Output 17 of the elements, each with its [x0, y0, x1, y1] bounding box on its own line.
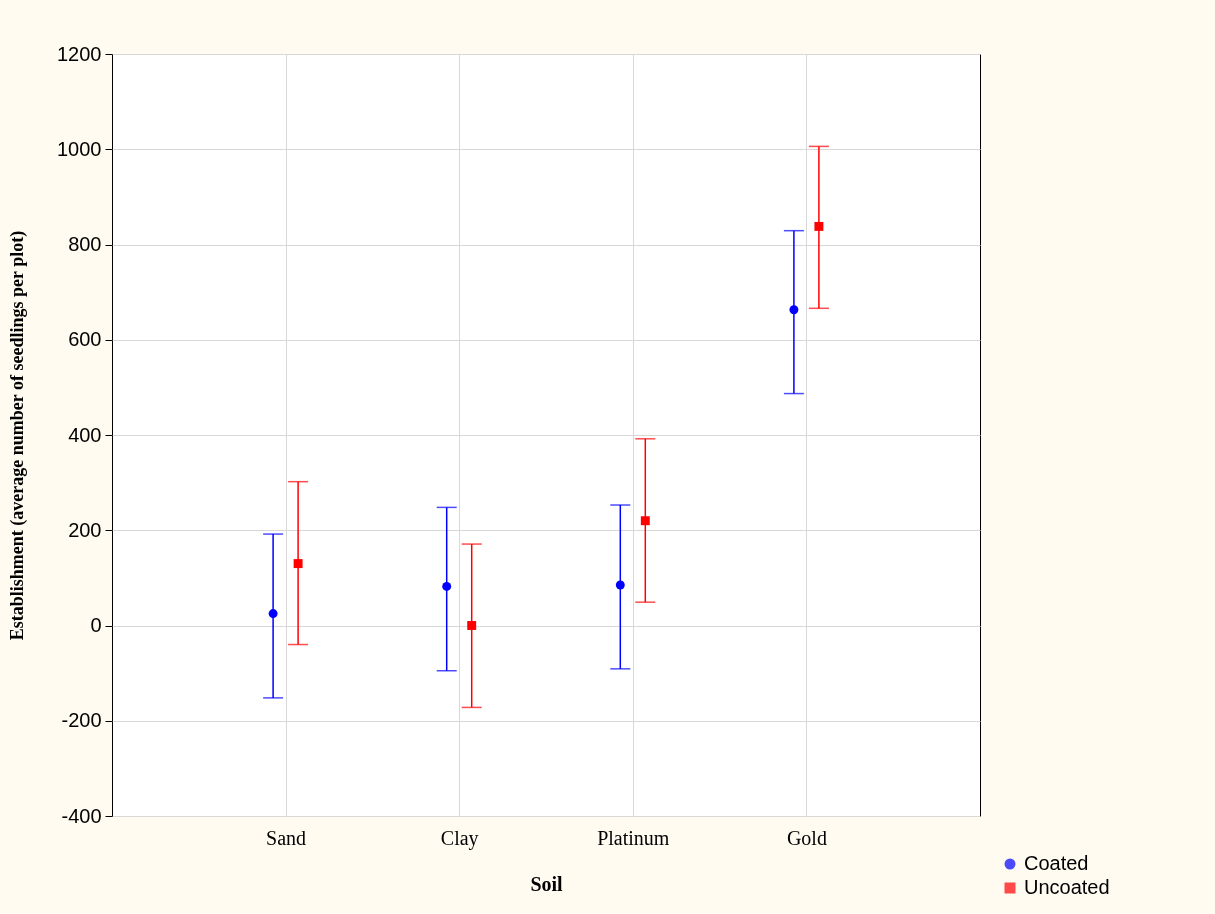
x-axis-title: Soil — [530, 872, 564, 895]
x-tick-label: Clay — [440, 826, 479, 850]
y-tick-label: 200 — [68, 518, 102, 541]
legend-label: Coated — [1024, 852, 1089, 874]
y-tick-label: -200 — [61, 709, 102, 732]
x-tick-label: Platinum — [597, 826, 670, 849]
y-tick-label: 800 — [68, 233, 102, 255]
y-axis-title: Establishment (average number of seedlings per plot) — [7, 230, 29, 641]
legend-label: Uncoated — [1024, 876, 1110, 898]
y-tick-label: 1000 — [57, 137, 102, 160]
y-tick-label: -400 — [61, 804, 102, 827]
y-tick-label: 1200 — [57, 42, 102, 65]
y-tick-label: 600 — [68, 328, 102, 351]
x-tick-label: Gold — [786, 826, 827, 849]
x-tick-label: Sand — [266, 826, 307, 849]
y-tick-label: 400 — [68, 423, 102, 446]
y-tick-label: 0 — [90, 614, 102, 636]
